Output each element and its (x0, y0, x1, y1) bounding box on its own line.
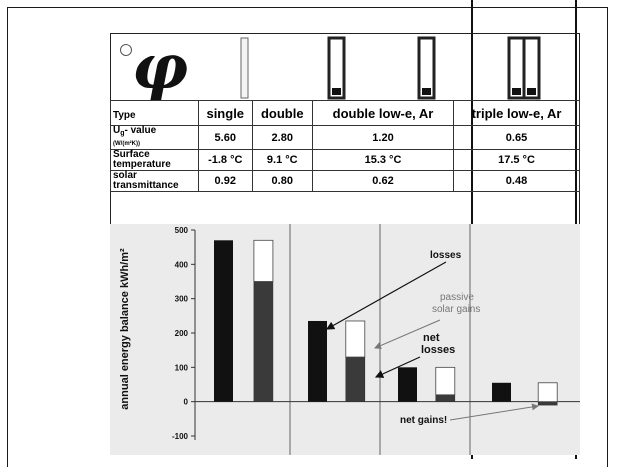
u-label-main: U (113, 125, 121, 136)
double-low-e-pane-icon (417, 36, 436, 100)
surface-temp-double-low-e: 15.3 °C (312, 149, 454, 171)
surface-temp-double: 9.1 °C (251, 149, 314, 171)
net-losses-label: net losses (421, 332, 455, 356)
losses-bar (308, 320, 327, 402)
solar-gains-bar (537, 382, 558, 403)
solar-gains-bar (345, 320, 366, 358)
u-value-single: 5.60 (198, 125, 253, 150)
solar-gains-bar (253, 239, 274, 282)
y-tick-label: 0 (184, 398, 189, 407)
y-tick-label: 200 (175, 329, 189, 338)
net-losses-label-line-1: net (423, 332, 440, 344)
net-gains-annotation: net gains! (400, 403, 539, 426)
losses-bar (398, 367, 417, 402)
solar-gains-bar (435, 366, 456, 396)
solar-single: 0.92 (198, 170, 253, 192)
solar-triple: 0.48 (453, 170, 580, 192)
u-label-sub: g (120, 130, 125, 137)
y-axis-label: annual energy balance kWh/m² (119, 248, 131, 410)
type-single: single (198, 100, 253, 126)
net-losses-bar (253, 281, 274, 402)
energy-balance-chart: annual energy balance kWh/m² -100 0 100 200… (110, 224, 580, 455)
y-tick-label: 400 (175, 260, 189, 269)
passive-gains-annotation: passive solar gains (374, 292, 480, 349)
type-triple-low-e: triple low-e, Ar (453, 100, 580, 126)
surface-temp-single: -1.8 °C (198, 149, 253, 171)
solar-row: solar transmittance 0.92 0.80 0.62 0.48 (110, 170, 580, 192)
phi-logo: φ (112, 36, 198, 100)
losses-arrow (325, 261, 447, 330)
y-tick-label: -100 (172, 432, 189, 441)
net-losses-bar (435, 394, 456, 402)
losses-bar (492, 382, 511, 402)
glazing-icons (240, 36, 541, 100)
double-pane-icon (327, 36, 346, 100)
net-losses-arrow (374, 356, 421, 378)
type-row: Type single double double low-e, Ar trip… (110, 100, 580, 126)
u-value-double-low-e: 1.20 (312, 125, 454, 150)
net-losses-annotation: net losses (374, 332, 455, 378)
chart-panel (110, 224, 580, 455)
glazing-properties-table: Type single double double low-e, Ar trip… (110, 100, 580, 192)
net-losses-bar (537, 401, 558, 406)
solar-double: 0.80 (251, 170, 314, 192)
net-gains-label: net gains! (400, 415, 447, 426)
type-label: Type (110, 100, 199, 126)
u-label-rest: - value (124, 125, 157, 136)
phi-glyph-icon: φ (132, 30, 189, 103)
y-tick-label: 300 (175, 295, 189, 304)
losses-label: losses (430, 250, 462, 261)
net-gains-arrow (449, 403, 539, 421)
net-losses-bar (345, 356, 366, 402)
passive-gains-label-line-1: passive (440, 292, 474, 303)
surface-temp-label: Surface temperature (110, 149, 199, 171)
single-pane-icon (240, 37, 249, 99)
triple-pane-icon (507, 36, 541, 100)
u-value-label: Ug- value (W/(m²K)) (110, 125, 199, 150)
net-losses-label-line-2: losses (421, 344, 455, 356)
losses-bar (214, 240, 233, 402)
u-value-triple: 0.65 (453, 125, 580, 150)
logo-ring-icon (120, 44, 132, 56)
figure-frame (7, 7, 608, 467)
surface-temp-row: Surface temperature -1.8 °C 9.1 °C 15.3 … (110, 149, 580, 171)
u-unit: (W/(m²K)) (113, 141, 140, 147)
u-value-double: 2.80 (251, 125, 314, 150)
losses-annotation: losses (325, 250, 462, 330)
u-value-row: Ug- value (W/(m²K)) 5.60 2.80 1.20 0.65 (110, 125, 580, 150)
solar-label: solar transmittance (110, 170, 199, 192)
solar-double-low-e: 0.62 (312, 170, 454, 192)
passive-gains-arrow (374, 319, 441, 349)
surface-temp-triple: 17.5 °C (453, 149, 580, 171)
type-double-low-e: double low-e, Ar (312, 100, 454, 126)
y-tick-label: 500 (175, 226, 189, 235)
y-tick-label: 100 (175, 363, 189, 372)
passive-gains-label: passive solar gains (432, 292, 480, 315)
type-double: double (251, 100, 314, 126)
passive-gains-label-line-2: solar gains (432, 304, 480, 315)
